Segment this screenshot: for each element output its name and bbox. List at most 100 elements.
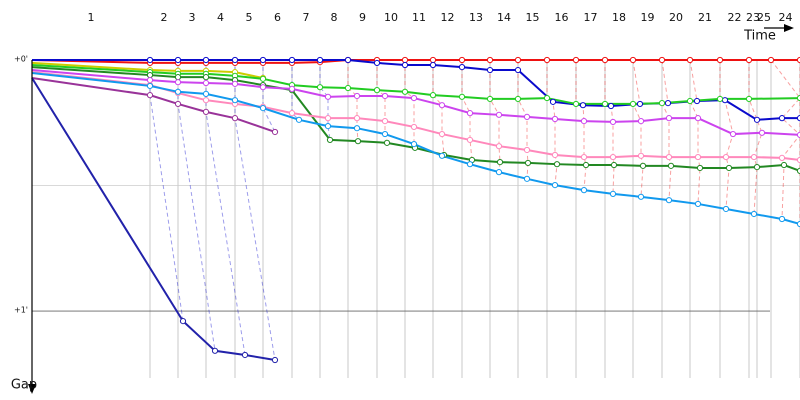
data-point: [580, 187, 588, 194]
data-point: [316, 56, 324, 64]
data-point: [686, 97, 694, 105]
data-point: [551, 115, 559, 123]
data-point: [579, 102, 587, 109]
data-point: [174, 88, 182, 95]
data-point: [353, 125, 361, 132]
data-point: [514, 95, 522, 103]
data-point: [543, 56, 551, 64]
data-point: [146, 82, 154, 90]
data-point: [202, 74, 210, 81]
data-point: [466, 161, 474, 168]
data-point: [601, 100, 609, 108]
data-point: [429, 92, 437, 99]
data-point: [551, 182, 559, 189]
data-point: [271, 128, 279, 136]
data-point: [410, 141, 418, 148]
data-point: [429, 61, 437, 69]
lap-label: 4: [217, 11, 224, 24]
data-point: [344, 84, 352, 92]
data-point: [637, 152, 645, 159]
data-point: [438, 130, 446, 138]
data-point: [458, 56, 466, 64]
data-point: [523, 175, 531, 182]
data-point: [381, 117, 389, 125]
data-point: [572, 100, 580, 108]
lap-connector: [177, 60, 216, 351]
data-point: [629, 100, 637, 108]
lap-label: 12: [441, 11, 455, 24]
data-point: [716, 56, 724, 64]
data-point: [259, 105, 267, 112]
data-point: [696, 164, 704, 172]
data-point: [231, 115, 239, 122]
data-point: [601, 56, 609, 64]
data-point: [429, 56, 437, 64]
data-point: [486, 56, 494, 64]
data-point: [202, 90, 210, 97]
lap-label: 13: [469, 11, 483, 24]
data-point: [523, 146, 531, 154]
data-point: [174, 79, 182, 86]
data-point: [401, 61, 409, 69]
data-point: [658, 56, 666, 64]
data-point: [271, 356, 279, 364]
data-point: [778, 215, 786, 223]
lap-label: 15: [526, 11, 540, 24]
data-point: [665, 115, 673, 122]
lap-label: 23: [746, 11, 760, 24]
lap-label: 20: [669, 11, 683, 24]
lap-connector: [632, 59, 644, 197]
data-point: [553, 161, 561, 168]
lap-label: 7: [303, 11, 310, 24]
data-point: [722, 153, 730, 161]
data-point: [295, 116, 303, 123]
data-point: [572, 56, 580, 64]
data-point: [174, 100, 182, 108]
data-point: [146, 56, 154, 64]
x-axis-arrow: [784, 24, 794, 32]
lap-label: 9: [359, 11, 366, 24]
data-point: [410, 94, 418, 102]
data-point: [665, 197, 673, 204]
data-point: [179, 317, 187, 325]
data-point: [373, 87, 381, 94]
lap-label: 3: [189, 11, 196, 24]
data-point: [609, 190, 617, 197]
lap-label: 2: [161, 11, 168, 24]
data-point: [796, 56, 800, 64]
data-point: [410, 123, 418, 131]
data-point: [694, 200, 702, 208]
data-point: [458, 93, 466, 100]
data-point: [241, 351, 249, 359]
data-point: [778, 115, 786, 122]
data-point: [753, 164, 761, 171]
data-point: [353, 115, 361, 122]
data-point: [722, 205, 730, 213]
data-point: [383, 139, 391, 146]
data-point: [551, 151, 559, 159]
data-point: [344, 56, 352, 64]
data-point: [658, 99, 666, 107]
data-point: [778, 154, 786, 162]
y-axis-arrow: [28, 384, 36, 394]
data-point: [486, 95, 494, 103]
lap-connector: [347, 60, 359, 142]
data-point: [373, 59, 381, 67]
data-point: [231, 97, 239, 104]
lap-label: 8: [331, 11, 338, 24]
data-point: [231, 80, 239, 87]
lap-label: 10: [384, 11, 398, 24]
data-point: [231, 56, 239, 64]
data-point: [316, 84, 324, 91]
data-point: [693, 97, 701, 105]
data-point: [716, 95, 724, 103]
data-point: [458, 64, 466, 71]
series-points: [146, 56, 800, 364]
data-point: [637, 117, 645, 125]
data-point: [745, 56, 753, 64]
data-point: [174, 56, 182, 64]
data-point: [514, 56, 522, 64]
lap-label: 24: [779, 11, 793, 24]
data-point: [745, 95, 753, 103]
